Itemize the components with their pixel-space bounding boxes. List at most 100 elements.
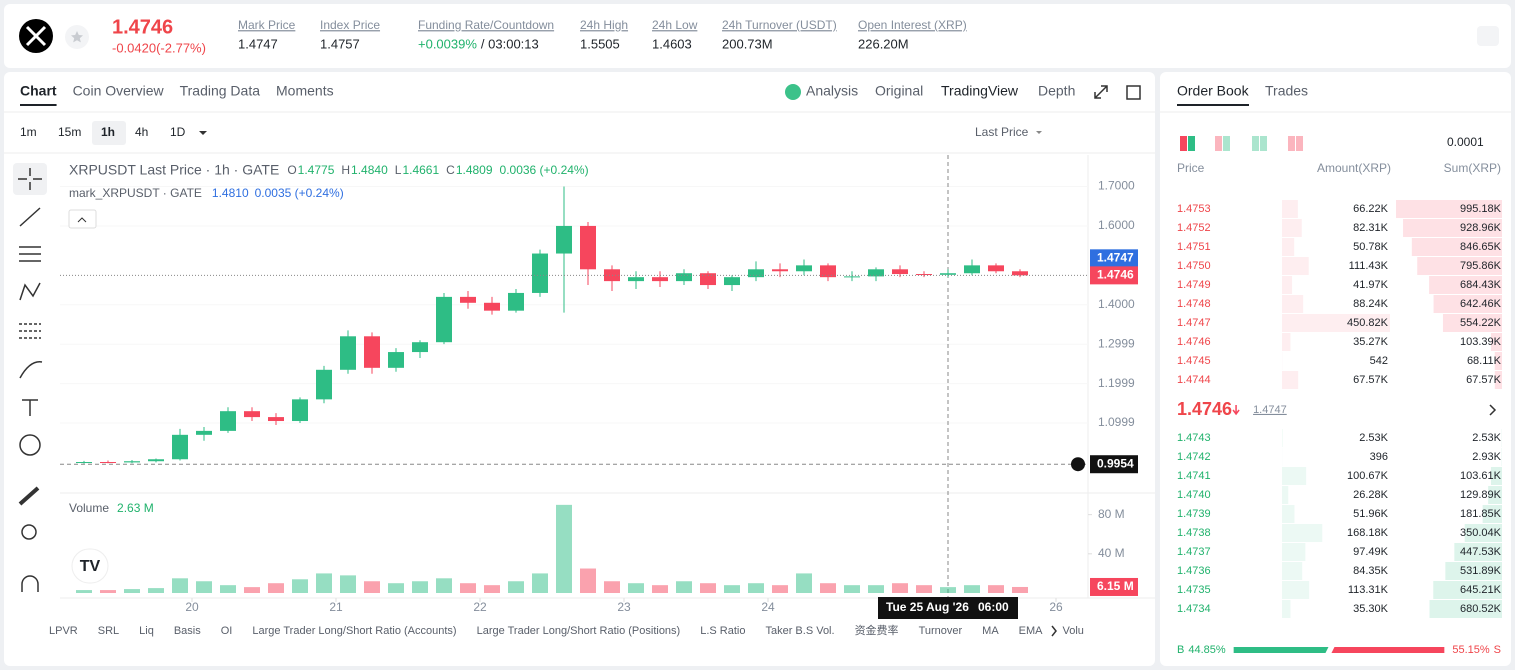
ob-layout-a[interactable] [1252,136,1259,151]
indicator-tab[interactable]: MA [982,625,999,637]
ob-price[interactable]: 1.4739 [1177,508,1211,520]
ob-price[interactable]: 1.4753 [1177,203,1211,215]
indicator-tab[interactable]: OI [221,625,233,637]
ob-price[interactable]: 1.4745 [1177,355,1211,367]
ob-mid-more[interactable] [1489,404,1497,416]
view-tab[interactable]: Depth [1038,83,1075,99]
ob-price[interactable]: 1.4737 [1177,546,1211,558]
ob-amount: 97.49K [1353,546,1389,558]
indicator-tab[interactable]: LPVR [49,625,78,637]
favorite-star [71,31,83,43]
volume-bar [268,583,284,593]
stat-value: 1.4603 [652,36,692,51]
price-source[interactable]: Last Price [975,125,1029,139]
indicator-scroll[interactable] [1051,625,1057,637]
ob-price[interactable]: 1.4750 [1177,260,1211,272]
ob-price[interactable]: 1.4748 [1177,298,1211,310]
ob-price[interactable]: 1.4740 [1177,489,1211,501]
ob-price[interactable]: 1.4744 [1177,374,1211,386]
chart-tab[interactable]: Trading Data [180,83,261,99]
volume-bar [484,585,500,593]
tool-line[interactable] [19,207,41,227]
chart-tab[interactable]: Coin Overview [73,83,165,99]
interval[interactable]: 1h [101,125,115,139]
ob-amount: 84.35K [1353,565,1389,577]
ob-price[interactable]: 1.4747 [1177,317,1211,329]
interval[interactable]: 4h [135,125,148,139]
indicator-tab[interactable]: Large Trader Long/Short Ratio (Accounts) [252,625,456,637]
settings-button[interactable] [1477,26,1499,46]
ohlc-key: H [341,163,350,177]
ob-price[interactable]: 1.4752 [1177,222,1211,234]
indicator-tab[interactable]: 资金费率 [855,623,899,637]
indicator-tab[interactable]: Liq [139,625,154,637]
indicator-tab[interactable]: SRL [98,625,119,637]
tool-channel[interactable] [19,246,41,262]
ob-price[interactable]: 1.4751 [1177,241,1211,253]
indicator-tab[interactable]: Large Trader Long/Short Ratio (Positions… [477,625,681,637]
chart-tab[interactable]: Moments [276,83,334,99]
crosshair-date: Tue 25 Aug '26 [886,600,969,614]
ob-tab[interactable]: Trades [1265,83,1308,99]
amount-bar [1282,371,1299,389]
tool-fib[interactable] [19,323,41,339]
add-alert[interactable] [1071,457,1085,472]
y-tick-label: 1.4000 [1098,297,1135,311]
ob-price[interactable]: 1.4749 [1177,279,1211,291]
ob-price[interactable]: 1.4743 [1177,432,1211,444]
chart-tab[interactable]: Chart [20,83,57,99]
ob-price[interactable]: 1.4735 [1177,584,1211,596]
tool-magnet[interactable] [21,575,39,592]
view-tab[interactable]: TradingView [941,83,1019,99]
ob-price[interactable]: 1.4738 [1177,527,1211,539]
tool-brush[interactable] [19,361,43,379]
ob-tab[interactable]: Order Book [1177,83,1250,99]
tool-text[interactable] [22,399,38,416]
indicator-tab[interactable]: Volu [1063,625,1084,637]
ob-price[interactable]: 1.4741 [1177,470,1211,482]
fullscreen-button[interactable] [1126,85,1141,100]
ob-layout-a[interactable] [1180,136,1187,151]
ob-precision[interactable]: 0.0001 [1447,135,1484,149]
indicator-tab[interactable]: EMA [1019,625,1044,637]
ob-layout-a[interactable] [1288,136,1295,151]
ob-layout-b [1296,136,1303,151]
ob-price[interactable]: 1.4736 [1177,565,1211,577]
interval[interactable]: 15m [58,125,81,139]
candle-body [76,462,92,464]
interval[interactable]: 1m [20,125,37,139]
ob-amount: 82.31K [1353,222,1389,234]
ob-layout-b [1188,136,1195,151]
indicator-tab[interactable]: Turnover [919,625,963,637]
tool-emoji[interactable] [19,434,41,456]
view-tab[interactable]: Original [875,83,923,99]
interval-dropdown[interactable] [199,131,207,135]
ob-mid-price: 1.4746 [1177,399,1232,419]
price-marker-label: 1.4746 [1097,268,1134,282]
indicator-tab[interactable]: Basis [174,625,201,637]
ohlc-change: 0.0036 (+0.24%) [500,163,589,177]
crosshair-time: 06:00 [978,600,1009,614]
ob-price[interactable]: 1.4746 [1177,336,1211,348]
indicator-tab[interactable]: Taker B.S Vol. [765,625,834,637]
interval[interactable]: 1D [170,125,186,139]
ob-amount: 35.27K [1353,336,1389,348]
tool-pattern[interactable] [19,282,41,301]
ob-price[interactable]: 1.4742 [1177,451,1211,463]
tool-ruler[interactable] [18,486,40,506]
tool-crosshair[interactable] [18,168,42,190]
view-tab[interactable]: Analysis [806,83,858,99]
ob-mid-arrow [1232,405,1240,416]
analysis-icon[interactable] [785,84,801,100]
expand-button[interactable] [1094,85,1108,99]
tool-zoom[interactable] [21,524,37,540]
ob-amount: 66.22K [1353,203,1389,215]
volume-bar [892,583,908,593]
tool-active[interactable] [13,163,47,195]
ob-layout-a[interactable] [1215,136,1222,151]
ob-sum: 928.96K [1460,222,1502,234]
ob-price[interactable]: 1.4734 [1177,603,1211,615]
ob-sum: 103.61K [1460,470,1502,482]
indicator-tab[interactable]: L.S Ratio [700,625,745,637]
